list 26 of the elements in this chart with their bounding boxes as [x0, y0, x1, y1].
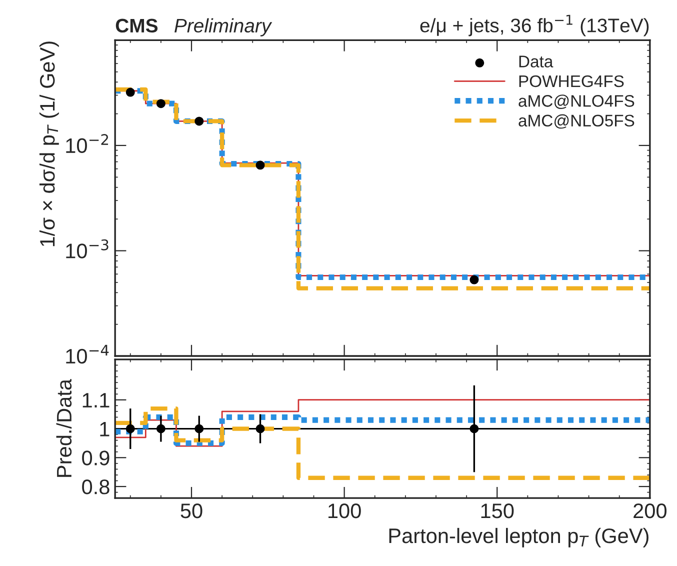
point: [194, 116, 204, 126]
x-tick-label: 50: [180, 503, 202, 518]
y-tick-label: 1: [100, 422, 110, 436]
y-tick-label: 1.1: [82, 393, 110, 408]
legend-label: aMC@NLO5FS: [518, 114, 634, 129]
y-tick-label: 0.9: [82, 450, 110, 466]
y-tick-label: 0.8: [82, 480, 110, 494]
legend-label: aMC@NLO4FS: [518, 94, 634, 109]
y-tick-label: 10$^{−3}$: [66, 239, 108, 258]
x-tick-label: 100: [328, 503, 361, 518]
text: e/μ + jets, 36 fb$^{−1}$ (13TeV): [420, 14, 649, 36]
point: [470, 275, 479, 284]
x-tick-label: 150: [481, 503, 514, 518]
y-axis-title: Pred./Data: [56, 378, 72, 477]
legend-label: Data: [519, 56, 554, 68]
legend-label: POWHEG4FS: [519, 75, 624, 88]
x-axis-title: Parton-level lepton p$_{T}$ (GeV): [389, 528, 648, 548]
y-axis-title: 1/σ × dσ/d p$_{T}$ (1/ GeV): [39, 42, 59, 246]
text: Preliminary: [174, 18, 272, 36]
point: [256, 160, 265, 170]
x-tick-label: 200: [634, 503, 666, 518]
text: CMS: [116, 18, 158, 33]
point: [156, 99, 166, 108]
point: [126, 88, 135, 97]
y-tick-label: 10$^{−4}$: [66, 344, 109, 364]
y-tick-label: 10$^{−2}$: [66, 134, 108, 154]
